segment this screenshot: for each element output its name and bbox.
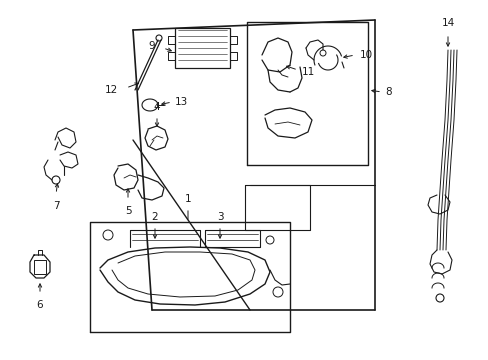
Bar [175,28,229,68]
Text: 1: 1 [184,194,191,204]
Bar [34,260,46,274]
Text: 10: 10 [359,50,372,60]
Text: 2: 2 [151,212,158,222]
Text: 13: 13 [175,97,188,107]
Text: 9: 9 [148,41,155,51]
Text: 5: 5 [124,206,131,216]
Text: 4: 4 [153,102,160,112]
Text: 3: 3 [216,212,223,222]
Text: 6: 6 [37,300,43,310]
Text: 7: 7 [53,201,59,211]
Text: 12: 12 [104,85,118,95]
Text: 14: 14 [441,18,454,28]
Text: 11: 11 [302,67,315,77]
Text: 8: 8 [384,87,391,97]
